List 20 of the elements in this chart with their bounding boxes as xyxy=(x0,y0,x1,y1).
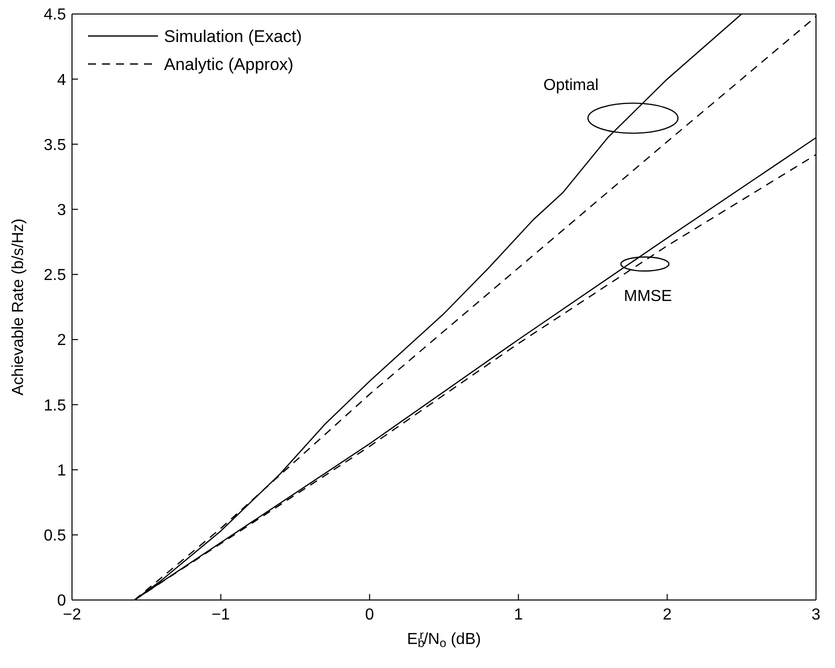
y-tick-label: 0.5 xyxy=(44,528,66,545)
legend-label: Simulation (Exact) xyxy=(164,27,302,46)
x-axis-title: E$_{b}$$^{r}$/N$_{o}$ (dB) xyxy=(407,628,481,650)
y-tick-label: 1 xyxy=(57,462,66,480)
y-tick-label: 1.5 xyxy=(44,397,66,414)
x-tick-label: 1 xyxy=(514,606,523,624)
y-tick-label: 2 xyxy=(57,332,66,350)
x-tick-label: −1 xyxy=(212,606,230,624)
y-tick-label: 4 xyxy=(57,72,66,89)
annotation: Optimal xyxy=(543,77,599,94)
x-tick-label: 2 xyxy=(662,606,672,624)
annotation: MMSE xyxy=(624,288,672,306)
y-tick-label: 2.5 xyxy=(44,267,66,284)
x-tick-label: 3 xyxy=(812,606,821,624)
y-tick-label: 4.5 xyxy=(44,6,66,24)
y-axis-title: Achievable Rate (b/s/Hz) xyxy=(10,218,27,396)
legend-label: Analytic (Approx) xyxy=(164,55,294,74)
y-tick-label: 3 xyxy=(57,202,66,220)
y-tick-label: 3.5 xyxy=(44,136,66,154)
x-tick-label: 0 xyxy=(365,606,374,624)
